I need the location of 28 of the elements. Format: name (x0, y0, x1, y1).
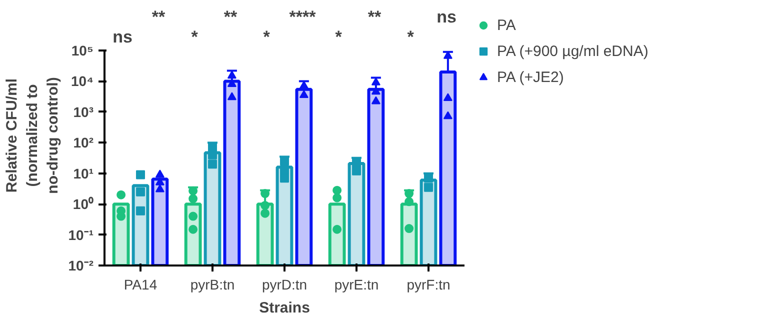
y-axis-title: Relative CFU/ml (normalized to no-drug control) (3, 77, 62, 194)
x-tick-label: PA14 (124, 276, 158, 292)
text: * (263, 28, 270, 46)
legend-label: PA (+JE2) (497, 68, 564, 86)
text: ns (436, 8, 456, 26)
text: * (335, 28, 342, 46)
legend-label: PA (+900 µg/ml eDNA) (497, 42, 648, 60)
y-tick-label: 10⁻¹ (68, 226, 94, 243)
text: ns (112, 28, 132, 46)
y-tick-label: 10⁴ (71, 73, 94, 90)
text: * (191, 28, 198, 46)
y-tick-label: 10² (73, 134, 94, 151)
text: ** (368, 8, 382, 26)
x-tick-label: pyrB:tn (190, 276, 235, 292)
y-tick-label: 10¹ (73, 165, 94, 182)
x-axis-title: Strains (259, 300, 310, 316)
y-tick-label: 10⁵ (71, 42, 94, 58)
legend-label: PA (497, 16, 517, 34)
x-tick-label: pyrF:tn (406, 276, 450, 292)
text: ** (224, 8, 238, 26)
y-tick-label: 10⁰ (72, 196, 94, 212)
x-tick-label: pyrE:tn (334, 276, 379, 292)
text: **** (289, 8, 316, 26)
text: * (407, 28, 414, 46)
y-tick-label: 10³ (73, 104, 94, 120)
text: ** (152, 8, 166, 26)
x-tick-label: pyrD:tn (262, 276, 308, 292)
y-tick-label: 10⁻² (68, 258, 94, 274)
